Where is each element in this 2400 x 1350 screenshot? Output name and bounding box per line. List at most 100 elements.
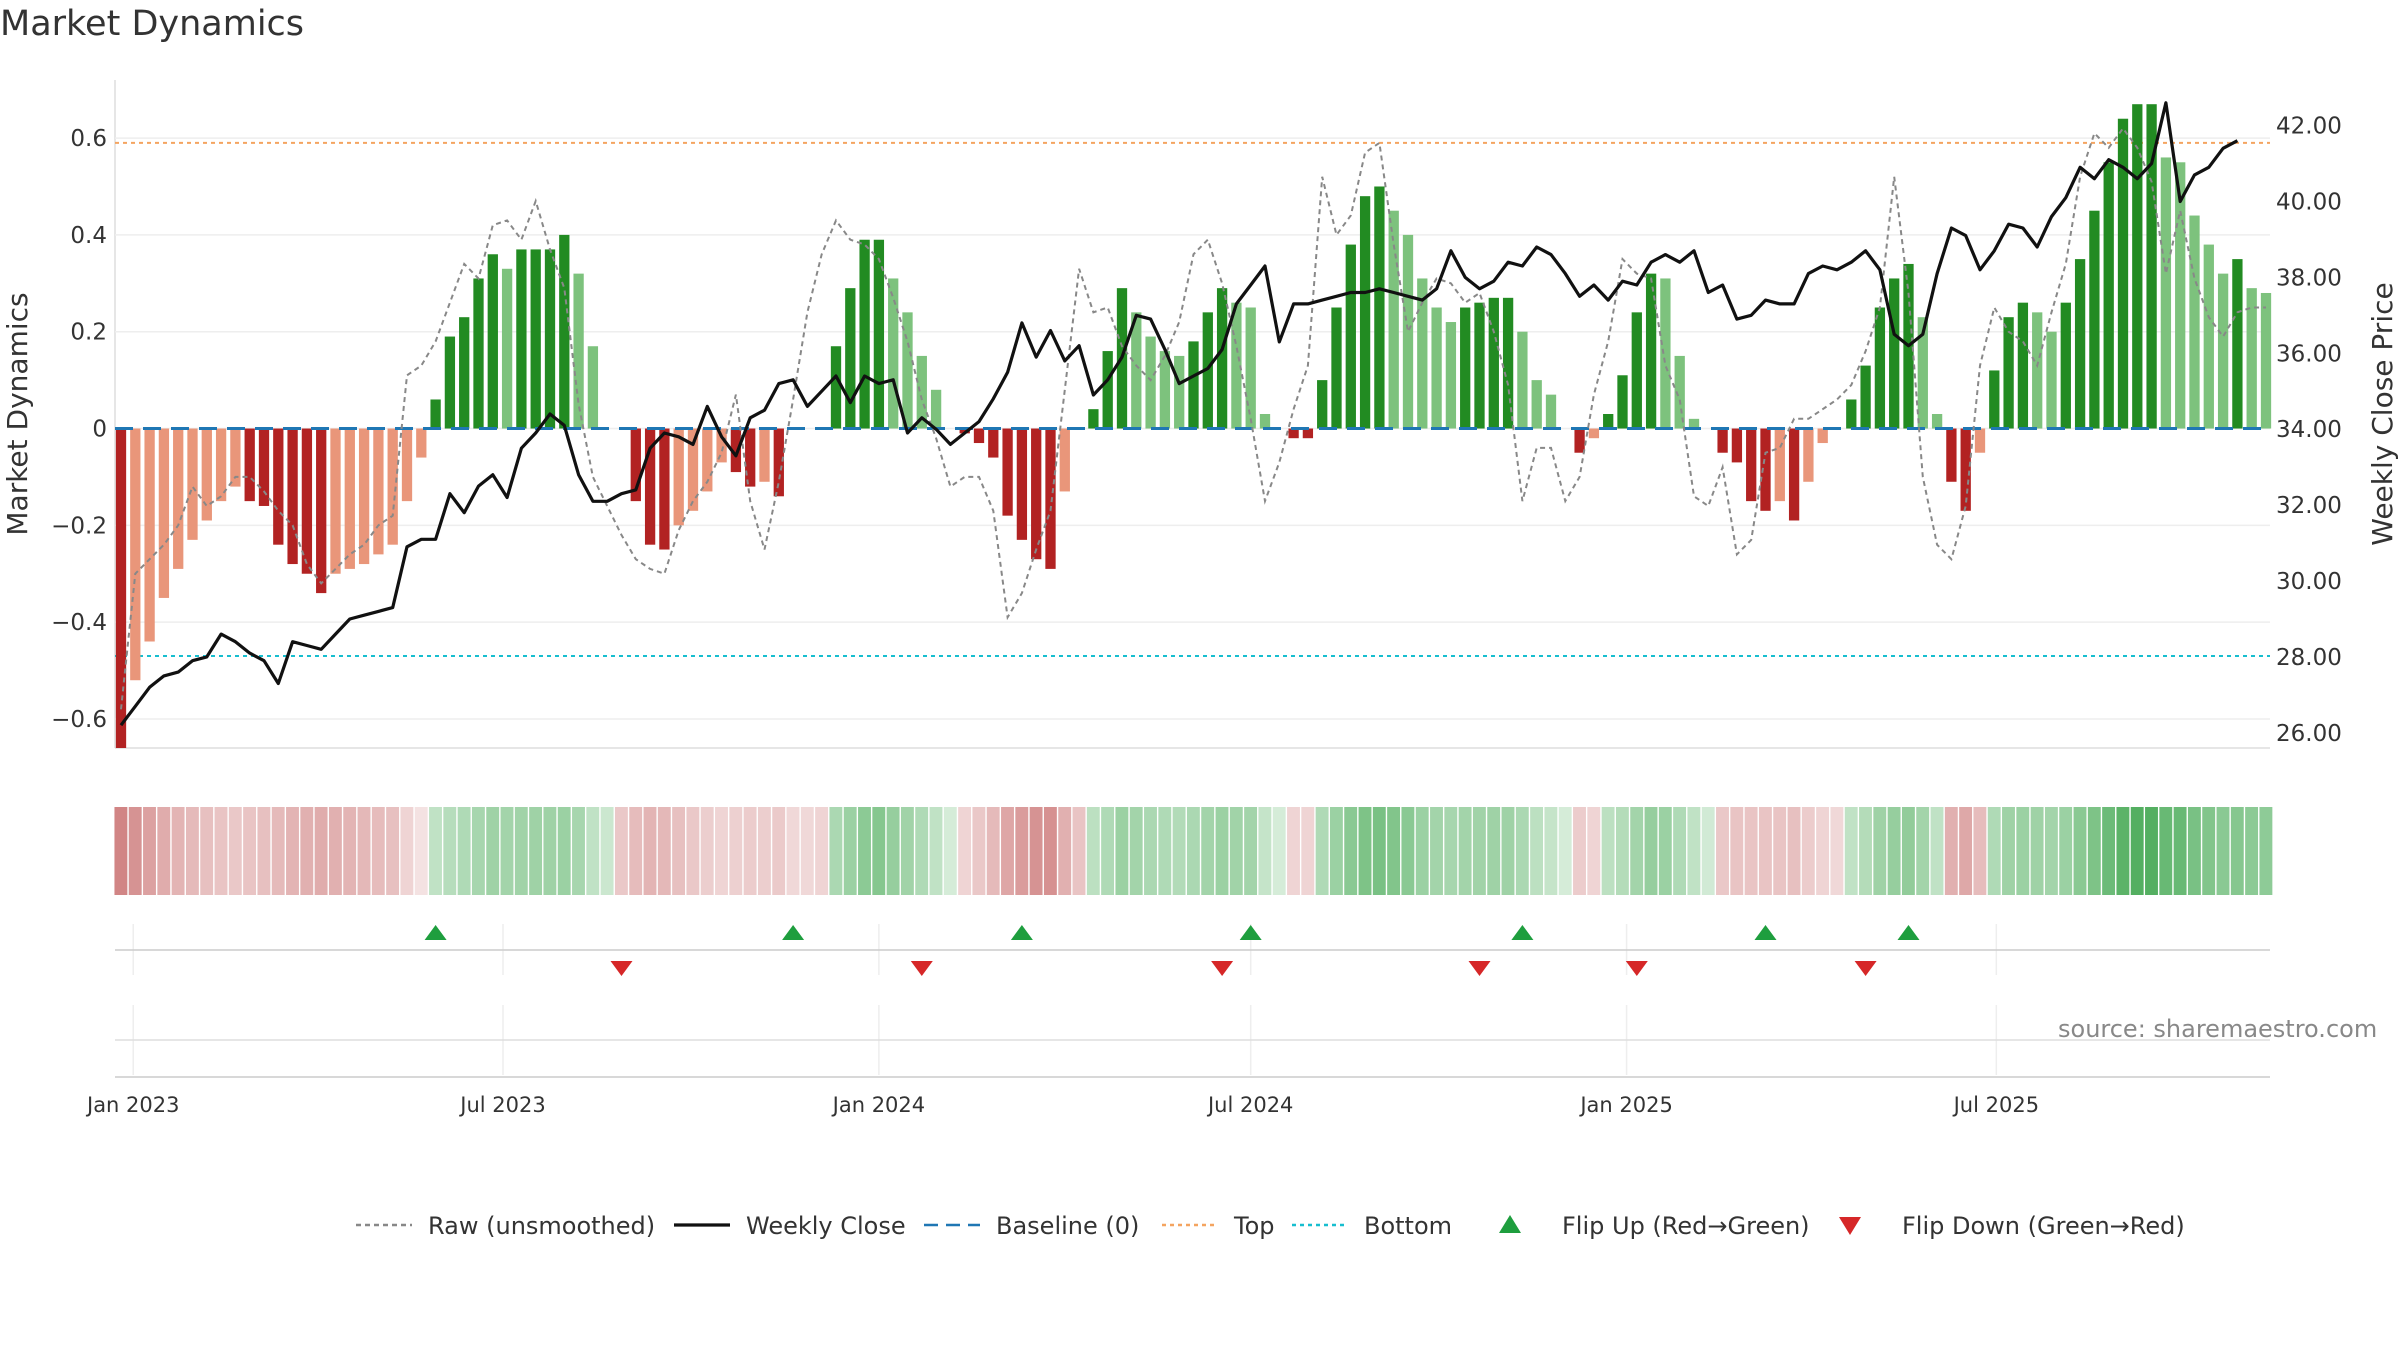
momentum-bar — [1417, 278, 1428, 429]
momentum-bar — [630, 428, 641, 502]
momentum-bar — [673, 428, 684, 526]
strip-cell — [357, 807, 371, 895]
legend-item: Raw (unsmoothed) — [356, 1212, 655, 1240]
strip-cell — [786, 807, 800, 895]
strip-cell — [1215, 807, 1229, 895]
momentum-bar — [1188, 341, 1199, 429]
momentum-bar — [1245, 307, 1256, 429]
momentum-bar — [773, 428, 784, 497]
x-tick-label: Jul 2025 — [1952, 1093, 2039, 1117]
strip-cell — [800, 807, 814, 895]
momentum-bar — [1002, 428, 1013, 516]
strip-cell — [128, 807, 142, 895]
momentum-bar — [287, 428, 298, 565]
y2-tick-label: 30.00 — [2276, 569, 2342, 595]
strip-cell — [2102, 807, 2116, 895]
strip-cell — [715, 807, 728, 895]
momentum-bar — [1088, 409, 1099, 429]
momentum-bar — [1431, 307, 1442, 429]
strip-cell — [257, 807, 271, 895]
momentum-bar — [973, 428, 985, 444]
strip-cell — [429, 807, 442, 895]
strip-cell — [443, 807, 457, 895]
momentum-bar — [1388, 210, 1399, 429]
momentum-bar — [1460, 307, 1471, 429]
momentum-bar — [730, 428, 742, 473]
strip-cell — [286, 807, 299, 895]
momentum-bar — [330, 428, 341, 574]
y2-tick-label: 38.00 — [2276, 265, 2342, 291]
y-tick-label: −0.2 — [51, 513, 107, 539]
x-tick-label: Jan 2024 — [831, 1093, 926, 1117]
momentum-bar — [687, 428, 699, 511]
momentum-bar — [1331, 307, 1342, 429]
strip-cell — [2187, 807, 2201, 895]
strip-cell — [943, 807, 957, 895]
strip-cell — [1930, 807, 1944, 895]
strip-cell — [958, 807, 972, 895]
strip-cell — [1115, 807, 1129, 895]
strip-cell — [228, 807, 242, 895]
strip-cell — [657, 807, 671, 895]
y2-tick-label: 26.00 — [2276, 721, 2342, 747]
strip-cell — [1973, 807, 1987, 895]
y-tick-label: 0.2 — [70, 320, 107, 346]
legend-label: Baseline (0) — [996, 1212, 1139, 1240]
strip-cell — [343, 807, 357, 895]
strip-cell — [2173, 807, 2187, 895]
strip-cell — [1229, 807, 1243, 895]
momentum-bar — [745, 428, 756, 487]
strip-cell — [114, 807, 128, 895]
strip-cell — [1072, 807, 1086, 895]
strip-cell — [1372, 807, 1386, 895]
strip-cell — [986, 807, 1000, 895]
momentum-bar — [1488, 297, 1499, 429]
x-tick-label: Jul 2023 — [458, 1093, 545, 1117]
momentum-bar — [1588, 428, 1600, 439]
source-note: source: sharemaestro.com — [2058, 1015, 2378, 1043]
strip-cell — [1458, 807, 1472, 895]
strip-cell — [1301, 807, 1315, 895]
momentum-bar — [1989, 370, 2000, 429]
momentum-bar — [2132, 104, 2143, 429]
momentum-bar — [916, 355, 927, 429]
strip-cell — [1615, 807, 1629, 895]
momentum-bar — [845, 288, 856, 429]
strip-cell — [1530, 807, 1544, 895]
strip-cell — [1501, 807, 1515, 895]
strip-cell — [171, 807, 185, 895]
momentum-bar — [416, 428, 427, 458]
strip-cell — [757, 807, 771, 895]
strip-cell — [729, 807, 743, 895]
momentum-bar — [873, 239, 885, 429]
strip-cell — [2016, 807, 2030, 895]
strip-cell — [271, 807, 285, 895]
strip-cell — [1687, 807, 1701, 895]
momentum-bar — [344, 428, 355, 569]
momentum-bar — [587, 346, 599, 429]
strip-cell — [872, 807, 886, 895]
strip-cell — [1201, 807, 1215, 895]
strip-cell — [1601, 807, 1615, 895]
momentum-bar — [373, 428, 384, 555]
strip-cell — [1001, 807, 1014, 895]
strip-cell — [1773, 807, 1787, 895]
strip-cell — [772, 807, 786, 895]
momentum-bar — [559, 234, 570, 429]
strip-cell — [514, 807, 528, 895]
flip-down-marker — [910, 961, 933, 976]
flip-up-marker — [1239, 925, 1262, 940]
momentum-bar — [702, 428, 713, 492]
y-axis-title: Market Dynamics — [1, 292, 34, 535]
momentum-bar — [1731, 428, 1743, 463]
strip-cell — [614, 807, 628, 895]
momentum-bar — [2146, 104, 2157, 429]
strip-cell — [1472, 807, 1486, 895]
strip-cell — [500, 807, 514, 895]
momentum-bar — [2260, 292, 2272, 429]
strip-cell — [2116, 807, 2130, 895]
strip-cell — [2130, 807, 2144, 895]
momentum-bar — [1946, 428, 1957, 482]
momentum-bar — [187, 428, 198, 540]
momentum-bar — [1216, 288, 1228, 429]
